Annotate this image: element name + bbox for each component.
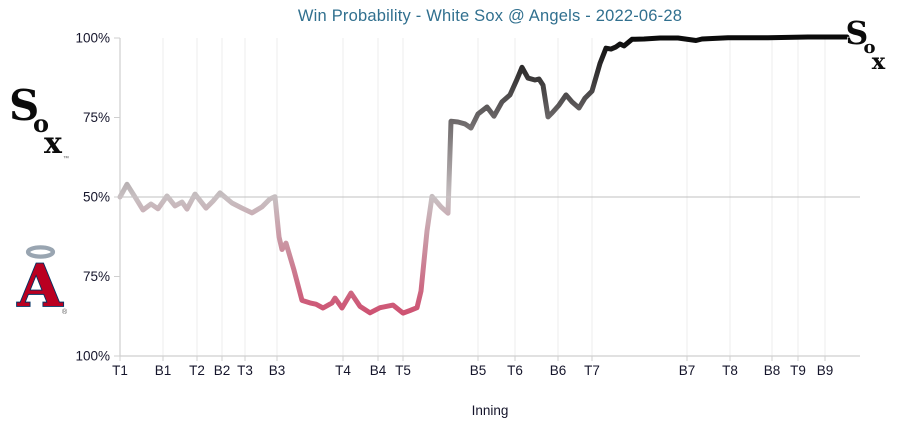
x-tick-label: T4 [335,363,351,378]
white-sox-logo-small: S o x [845,17,886,75]
sox-letter-s: S [9,84,39,130]
win-probability-line [117,34,850,316]
x-tick-label: T2 [189,363,205,378]
white-sox-logo: S o x ™ [8,84,69,162]
x-tick-label: T3 [237,363,253,378]
y-tick-label: 50% [83,190,110,205]
registered-mark: ® [62,308,68,316]
gridlines [119,38,860,356]
x-tick-label: T7 [584,363,600,378]
sox-letter-o: o [33,109,49,138]
x-tick-label: B7 [679,363,696,378]
sox-letter-x: x [44,126,63,161]
halo-icon [25,245,56,259]
x-tick-label: B5 [470,363,487,378]
angels-letter-a: A [16,252,63,316]
tick-labels: T1 B1 T2 B2 T3 B3 T4 B4 T5 B5 T6 B6 T7 B7 T8 B8 T9 B9 100%… [75,31,833,379]
y-tick-label: 100% [75,31,110,46]
x-tick-label: B4 [370,363,387,378]
sox-letter-o: o [864,37,876,58]
angels-logo: A ® [16,245,68,316]
y-tick-label: 75% [83,269,110,284]
x-tick-label: B1 [155,363,172,378]
x-tick-label: T1 [112,363,128,378]
y-tick-label: 100% [75,349,110,364]
sox-letter-s: S [846,17,869,52]
x-tick-label: T9 [790,363,806,378]
x-tick-label: T5 [395,363,411,378]
x-tick-label: B9 [817,363,834,378]
x-tick-label: B8 [764,363,781,378]
x-tick-label: B6 [550,363,567,378]
x-tick-label: T6 [507,363,523,378]
chart-title: Win Probability - White Sox @ Angels - 2… [297,7,683,25]
x-axis-title: Inning [471,403,509,418]
x-tick-label: T8 [722,363,738,378]
trademark-mark: ™ [63,155,69,162]
x-tick-label: B2 [214,363,231,378]
sox-letter-x: x [872,49,886,75]
y-tick-label: 75% [83,110,110,125]
x-tick-label: B3 [269,363,286,378]
